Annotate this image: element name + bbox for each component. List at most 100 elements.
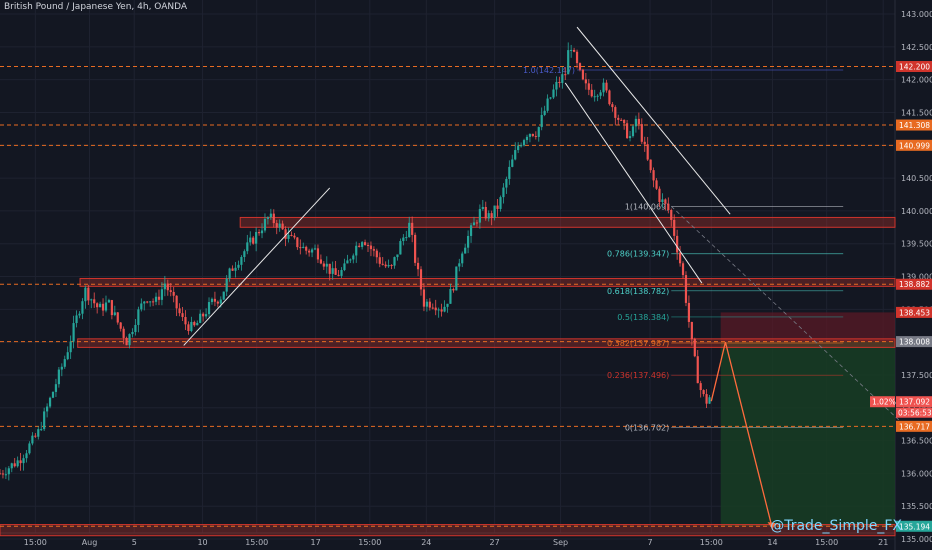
candle-body: [572, 49, 576, 52]
candle-body: [196, 322, 199, 326]
y-tick-label: 135.000: [901, 535, 932, 544]
y-tick-label: 137.500: [901, 371, 932, 380]
y-tick-label: 136.500: [901, 437, 932, 446]
candle-body: [140, 303, 143, 310]
candle-body: [670, 209, 673, 220]
candle-body: [355, 245, 358, 256]
candle-body: [596, 95, 599, 97]
candle-body: [449, 288, 452, 304]
candle-body: [696, 356, 699, 384]
candle-body: [455, 266, 458, 291]
candle-body: [361, 242, 364, 247]
candle-body: [78, 313, 81, 316]
candle-body: [87, 287, 90, 301]
candle-body: [699, 383, 702, 391]
countdown-bg: [896, 407, 932, 418]
candle-body: [676, 235, 679, 253]
x-tick-label: 21: [878, 538, 888, 547]
candle-body: [122, 328, 125, 338]
candle-body: [240, 257, 243, 265]
candle-body: [375, 250, 378, 258]
candle-body: [525, 136, 529, 141]
x-tick-label: 5: [132, 538, 137, 547]
price-tag-bg: [896, 278, 932, 290]
candle-body: [372, 249, 375, 251]
candle-body: [60, 366, 63, 370]
x-tick-label: 14: [767, 538, 777, 547]
candle-body: [414, 234, 417, 263]
candle-body: [690, 321, 693, 340]
candle-body: [337, 274, 340, 276]
candle-body: [705, 394, 708, 404]
candle-body: [623, 119, 626, 124]
candle-body: [46, 406, 49, 412]
candle-body: [640, 124, 643, 142]
candle-body: [702, 390, 705, 395]
candle-body: [293, 235, 296, 238]
price-change-label: 1.02%: [872, 398, 896, 407]
candle-body: [434, 307, 437, 311]
candle-body: [611, 104, 614, 108]
sr-zone: [0, 524, 896, 537]
candle-body: [575, 51, 579, 64]
candle-body: [570, 49, 573, 51]
candle-body: [358, 245, 361, 247]
candle-body: [340, 270, 343, 276]
candle-body: [614, 107, 617, 118]
candle-body: [346, 260, 349, 264]
candle-body: [0, 473, 2, 475]
candle-body: [296, 237, 299, 248]
candle-body: [184, 317, 187, 325]
candle-body: [146, 301, 149, 303]
projection-path: [710, 341, 774, 530]
candle-body: [190, 321, 193, 332]
candle-body: [66, 352, 69, 360]
candle-body: [151, 301, 155, 303]
candle-body: [13, 463, 16, 467]
y-tick-label: 142.000: [901, 76, 932, 85]
candle-body: [328, 263, 331, 274]
candle-body: [522, 140, 526, 146]
support-trendline: [183, 187, 331, 346]
price-tag-label: 141.308: [899, 121, 930, 130]
x-tick-label: 10: [197, 538, 207, 547]
price-tag-label: 135.194: [899, 522, 930, 531]
sr-zone: [77, 338, 896, 348]
candle-body: [452, 288, 455, 291]
candle-body: [555, 81, 558, 90]
y-tick-label: 139.500: [901, 240, 932, 249]
candle-body: [284, 229, 287, 239]
price-tag-bg: [896, 420, 932, 432]
candle-body: [443, 306, 446, 312]
candle-body: [369, 245, 373, 250]
candle-body: [202, 313, 205, 317]
candle-body: [110, 300, 113, 316]
candle-body: [440, 309, 443, 312]
candle-body: [643, 141, 646, 145]
price-tag-bg: [896, 306, 932, 318]
candle-body: [104, 302, 108, 311]
candle-body: [393, 257, 396, 266]
candle-body: [181, 313, 184, 318]
candle-body: [231, 268, 234, 271]
sr-zone: [239, 216, 896, 228]
price-change-bg: [870, 396, 895, 408]
candle-body: [481, 206, 484, 210]
candle-body: [425, 301, 428, 307]
x-tick-label: 7: [648, 538, 653, 547]
candle-body: [302, 246, 305, 248]
candle-body: [537, 127, 540, 137]
price-tag-label: 140.999: [899, 141, 930, 150]
x-tick-label: Aug: [82, 538, 98, 547]
candle-body: [7, 468, 10, 475]
candle-body: [131, 331, 134, 335]
candle-body: [169, 290, 172, 292]
candle-body: [661, 199, 664, 203]
candle-body: [684, 275, 688, 303]
fib-label: 1.0(142.147): [523, 66, 575, 75]
candle-body: [687, 302, 691, 322]
candle-body: [278, 223, 281, 228]
candle-body: [469, 225, 473, 236]
candle-body: [384, 264, 387, 267]
